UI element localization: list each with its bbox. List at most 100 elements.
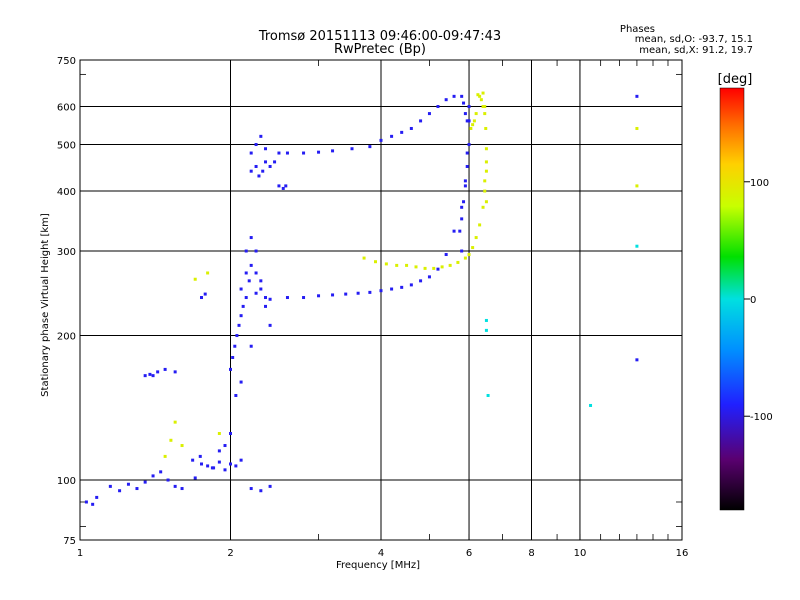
data-point xyxy=(486,394,490,398)
data-point xyxy=(151,374,155,378)
data-point xyxy=(481,91,485,95)
data-point xyxy=(465,164,469,168)
data-point xyxy=(281,186,285,190)
data-point xyxy=(108,484,112,488)
data-point xyxy=(206,464,210,468)
data-point xyxy=(344,292,348,296)
y-tick-label: 300 xyxy=(57,247,76,258)
stats-line-o: mean, sd,O: -93.7, 15.1 xyxy=(635,34,753,45)
data-points xyxy=(84,91,639,506)
data-point xyxy=(467,143,471,147)
data-point xyxy=(356,291,360,295)
data-point xyxy=(268,484,272,488)
data-point xyxy=(239,380,243,384)
data-point xyxy=(143,374,147,378)
data-point xyxy=(423,266,427,270)
data-point xyxy=(465,119,469,123)
data-point xyxy=(148,372,152,376)
data-point xyxy=(467,105,471,109)
data-point xyxy=(273,160,277,164)
data-point xyxy=(635,244,639,248)
data-point xyxy=(452,94,456,98)
data-point xyxy=(484,126,488,130)
data-point xyxy=(469,126,473,130)
data-point xyxy=(444,253,448,257)
colorbar xyxy=(720,88,744,510)
data-point xyxy=(135,487,139,491)
data-point xyxy=(481,205,485,209)
data-point xyxy=(368,145,372,149)
data-point xyxy=(259,279,263,283)
data-point xyxy=(484,200,488,204)
data-point xyxy=(460,94,464,98)
data-point xyxy=(231,355,235,359)
data-point xyxy=(261,169,265,173)
data-point xyxy=(254,291,258,295)
data-point xyxy=(635,126,639,130)
data-point xyxy=(259,489,263,493)
data-point xyxy=(249,344,253,348)
data-point xyxy=(484,318,488,322)
data-point xyxy=(317,294,321,298)
data-point xyxy=(362,256,366,260)
data-point xyxy=(118,489,122,493)
y-tick-label: 500 xyxy=(57,141,76,152)
data-point xyxy=(484,147,488,151)
data-point xyxy=(254,164,258,168)
data-point xyxy=(217,432,221,436)
data-point xyxy=(414,265,418,269)
data-point xyxy=(200,462,204,466)
data-point xyxy=(302,151,306,155)
data-point xyxy=(229,462,232,466)
data-point xyxy=(91,502,95,506)
data-point xyxy=(331,293,335,297)
data-point xyxy=(247,279,251,283)
data-point xyxy=(463,184,467,188)
colorbar-label: [deg] xyxy=(718,72,753,87)
data-point xyxy=(254,143,258,147)
data-point xyxy=(285,296,289,300)
data-point xyxy=(317,150,321,154)
data-point xyxy=(257,174,261,178)
y-tick-label: 75 xyxy=(63,536,76,547)
data-point xyxy=(460,249,464,253)
data-point xyxy=(471,123,475,127)
data-point xyxy=(419,119,423,123)
data-point xyxy=(239,287,243,291)
data-point xyxy=(458,229,462,233)
data-point xyxy=(244,249,248,253)
data-point xyxy=(456,260,460,264)
data-point xyxy=(390,134,394,138)
data-point xyxy=(460,205,464,209)
grid-lines xyxy=(80,60,682,540)
data-point xyxy=(198,454,202,458)
stats-heading: Phases xyxy=(620,24,655,35)
data-point xyxy=(463,179,467,183)
data-point xyxy=(254,271,258,275)
data-point xyxy=(277,184,281,188)
data-point xyxy=(285,151,289,155)
data-point xyxy=(249,169,253,173)
data-point xyxy=(409,126,413,130)
data-point xyxy=(268,297,272,301)
y-tick-label: 200 xyxy=(57,332,76,343)
stats-line-x: mean, sd,X: 91.2, 19.7 xyxy=(639,45,753,56)
colorbar-tick-label: -100 xyxy=(750,412,773,423)
data-point xyxy=(223,444,227,448)
data-point xyxy=(173,484,177,488)
data-point xyxy=(229,367,232,371)
data-point xyxy=(484,328,488,332)
data-point xyxy=(200,296,204,300)
data-point xyxy=(180,487,184,491)
data-point xyxy=(484,169,488,173)
data-point xyxy=(159,470,163,474)
data-point xyxy=(210,466,214,470)
y-tick-label: 100 xyxy=(57,476,76,487)
data-point xyxy=(405,263,409,267)
data-point xyxy=(259,134,263,138)
data-point xyxy=(249,487,253,491)
data-point xyxy=(452,229,456,233)
data-point xyxy=(151,474,155,478)
data-point xyxy=(478,223,482,227)
data-point xyxy=(384,262,388,266)
